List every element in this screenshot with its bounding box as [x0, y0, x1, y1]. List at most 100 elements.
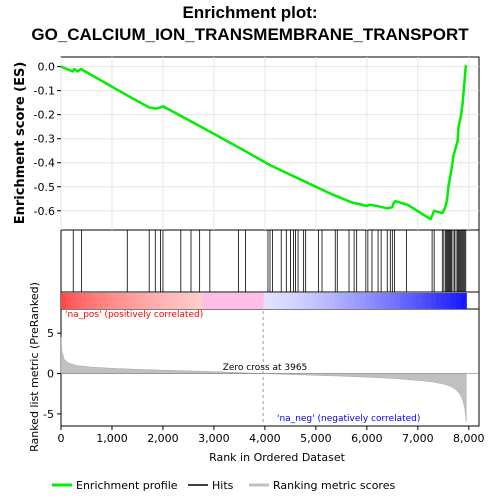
x-axis-label: Rank in Ordered Dataset	[209, 451, 346, 464]
color-bar-segment	[344, 293, 351, 309]
color-bar-segment	[288, 293, 295, 309]
title-line-2: GO_CALCIUM_ION_TRANSMEMBRANE_TRANSPORT	[31, 25, 469, 44]
chart-title: Enrichment plot: GO_CALCIUM_ION_TRANSMEM…	[0, 2, 500, 46]
color-bar-segment	[425, 293, 432, 309]
color-bar-segment	[142, 293, 148, 309]
metric-y-tick-label: 5	[47, 327, 54, 340]
color-bar-segment	[91, 293, 98, 309]
color-bar-segment	[192, 293, 199, 309]
color-bar-segment	[415, 293, 422, 309]
color-bar-segment	[339, 293, 346, 309]
color-bar-segment	[162, 293, 168, 309]
es-y-tick-label: -0.5	[34, 181, 55, 194]
color-bar-segment	[136, 293, 143, 309]
color-bar-segment	[283, 293, 290, 309]
x-tick-label: 4,000	[249, 432, 281, 445]
color-bar-segment	[294, 293, 300, 309]
legend-metric-label: Ranking metric scores	[273, 479, 395, 492]
pos-correlated-label: 'na_pos' (positively correlated)	[65, 310, 203, 320]
color-bar-segment	[461, 293, 467, 309]
enrichment-profile-line	[60, 64, 468, 221]
color-bar-segment	[223, 293, 229, 309]
color-bar-segment	[380, 293, 386, 309]
color-bar-segment	[111, 293, 118, 309]
color-bar-segment	[329, 293, 336, 309]
color-bar-segment	[61, 293, 67, 309]
color-bar-segment	[314, 293, 320, 309]
color-bar-segment	[258, 293, 265, 309]
color-bar-segment	[131, 293, 138, 309]
color-bar-segment	[116, 293, 123, 309]
es-y-tick-label: -0.1	[34, 85, 55, 98]
color-bar-segment	[243, 293, 250, 309]
color-bar-segment	[202, 293, 209, 309]
x-tick-label: 2,000	[147, 432, 179, 445]
es-y-tick-label: -0.3	[34, 133, 55, 146]
color-bar-segment	[359, 293, 366, 309]
title-line-1: Enrichment plot:	[182, 3, 318, 22]
color-bar-segment	[410, 293, 417, 309]
enrichment-profile	[60, 64, 468, 221]
color-bar-segment	[354, 293, 361, 309]
color-bar-segment	[248, 293, 255, 309]
color-bar-segment	[147, 293, 153, 309]
hit-markers	[72, 230, 467, 292]
legend-profile-label: Enrichment profile	[76, 479, 178, 492]
x-tick-label: 6,000	[351, 432, 383, 445]
color-bar-segment	[187, 293, 194, 309]
x-tick-label: 0	[58, 432, 65, 445]
color-bar-segment	[172, 293, 179, 309]
color-bar-segment	[86, 293, 92, 309]
color-bar-segment	[177, 293, 184, 309]
color-bar-segment	[319, 293, 326, 309]
color-bar-segment	[334, 293, 341, 309]
color-bar-segment	[152, 293, 158, 309]
zero-cross-label: Zero cross at 3965	[223, 363, 308, 373]
color-bar-segment	[400, 293, 407, 309]
color-bar-segment	[218, 293, 224, 309]
metric-axis-label: Ranked list metric (PreRanked)	[28, 282, 41, 452]
metric-area-shape	[60, 337, 467, 422]
color-bar-segment	[299, 293, 305, 309]
color-bar-segment	[395, 293, 402, 309]
color-bar-segment	[238, 293, 244, 309]
color-bar-segment	[390, 293, 396, 309]
color-bar-segment	[263, 293, 270, 309]
color-bar-segment	[81, 293, 87, 309]
color-bar-segment	[456, 293, 462, 309]
color-bar-segment	[167, 293, 174, 309]
color-bar-segment	[370, 293, 376, 309]
neg-correlated-label: 'na_neg' (negatively correlated)	[277, 414, 420, 424]
x-tick-label: 7,000	[402, 432, 434, 445]
color-bar-segment	[101, 293, 108, 309]
es-y-tick-label: -0.2	[34, 109, 55, 122]
color-bar-segment	[106, 293, 113, 309]
color-bar-segment	[121, 293, 128, 309]
color-bar-segment	[445, 293, 452, 309]
es-axis-label: Enrichment score (ES)	[13, 62, 28, 225]
es-grid	[60, 57, 479, 230]
color-bar-segment	[197, 293, 204, 309]
legend: Enrichment profile Hits Ranking metric s…	[52, 479, 395, 492]
color-bar-segment	[278, 293, 285, 309]
color-bar-segment	[157, 293, 163, 309]
color-bar-segment	[71, 293, 77, 309]
x-tick-label: 8,000	[453, 432, 485, 445]
color-bar-segment	[96, 293, 103, 309]
x-tick-label: 3,000	[198, 432, 230, 445]
ranking-color-bar	[61, 293, 467, 309]
metric-y-tick-label: 0	[47, 368, 54, 381]
color-bar-segment	[228, 293, 234, 309]
color-bar-segment	[324, 293, 331, 309]
color-bar-segment	[273, 293, 280, 309]
color-bar-segment	[304, 293, 310, 309]
color-bar-segment	[364, 293, 371, 309]
color-bar-segment	[182, 293, 189, 309]
color-bar-segment	[375, 293, 381, 309]
legend-hits-label: Hits	[212, 479, 234, 492]
color-bar-segment	[420, 293, 427, 309]
color-bar-segment	[435, 293, 442, 309]
color-bar-segment	[405, 293, 412, 309]
color-bar-segment	[66, 293, 72, 309]
color-bar-segment	[385, 293, 391, 309]
